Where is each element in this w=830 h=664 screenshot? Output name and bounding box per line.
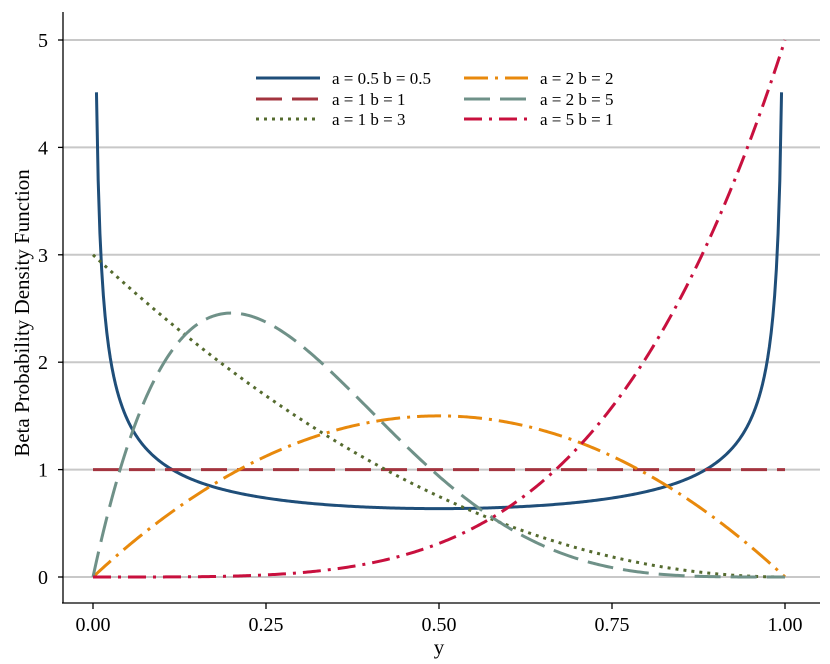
y-tick-label: 1 bbox=[38, 460, 48, 482]
y-tick-label: 3 bbox=[38, 245, 48, 267]
x-axis: 0.00 0.25 0.50 0.75 1.00 bbox=[62, 602, 820, 636]
legend-label-1: a = 1 b = 1 bbox=[332, 90, 405, 109]
y-axis: 0 1 2 3 4 5 bbox=[38, 12, 64, 603]
x-tick-label: 0.00 bbox=[76, 614, 111, 636]
series-line-5 bbox=[93, 39, 787, 579]
x-tick-label: 0.50 bbox=[422, 614, 457, 636]
legend-label-0: a = 0.5 b = 0.5 bbox=[332, 69, 431, 88]
legend-label-2: a = 1 b = 3 bbox=[332, 110, 405, 129]
series-line-2 bbox=[91, 253, 785, 579]
x-tick-label: 1.00 bbox=[768, 614, 803, 636]
y-tick-label: 2 bbox=[38, 352, 48, 374]
y-tick-label: 4 bbox=[38, 137, 48, 159]
series-line-0 bbox=[94, 92, 784, 511]
y-axis-title: Beta Probability Density Function bbox=[10, 169, 34, 457]
y-tick-label: 0 bbox=[38, 567, 48, 589]
series-line-3 bbox=[91, 414, 787, 579]
series-line-4 bbox=[91, 311, 785, 579]
y-tick-label: 5 bbox=[38, 30, 48, 52]
legend-label-4: a = 2 b = 5 bbox=[540, 90, 613, 109]
legend-label-3: a = 2 b = 2 bbox=[540, 69, 613, 88]
x-axis-title: y bbox=[434, 635, 445, 659]
series-lines bbox=[91, 39, 787, 579]
legend: a = 0.5 b = 0.5 a = 1 b = 1a = 1 b = 3 a =… bbox=[256, 69, 613, 129]
x-tick-label: 0.25 bbox=[249, 614, 284, 636]
x-tick-label: 0.75 bbox=[595, 614, 630, 636]
legend-label-5: a = 5 b = 1 bbox=[540, 110, 613, 129]
